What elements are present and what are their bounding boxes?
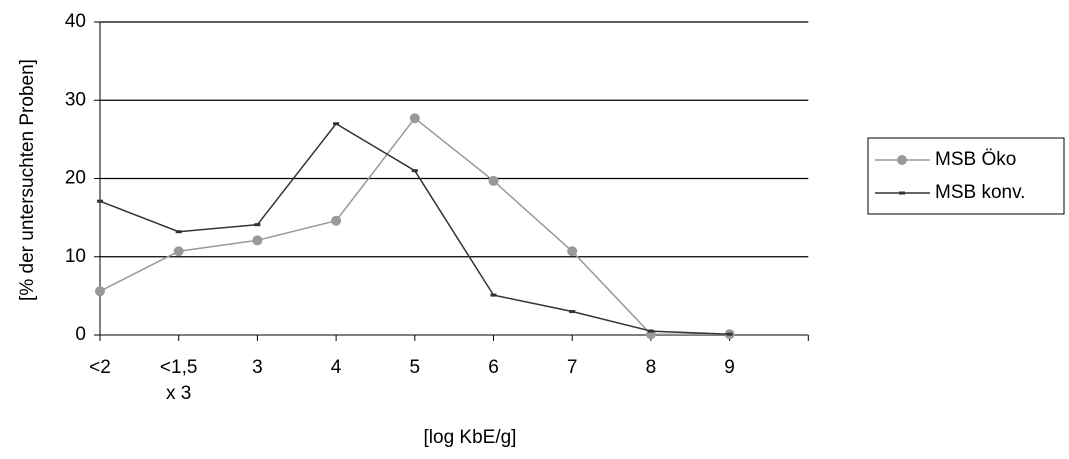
point [254,223,261,227]
x-tick-label: 8 [645,357,657,378]
x-tick-label: 5 [409,357,421,378]
series-line [99,117,730,335]
point [647,329,654,333]
y-axis-label: [% der untersuchten Proben] [17,59,38,301]
point [488,175,499,186]
x-axis-label: [log KbE/g] [424,427,517,448]
legend-label: MSB konv. [935,182,1025,203]
x-tick-label: 4 [330,357,342,378]
point [490,293,497,297]
x-tick-label: 3 [252,357,263,378]
series-line [99,122,730,335]
point [411,169,418,173]
legend-label: MSB Öko [935,149,1016,170]
point [173,246,184,257]
x-tick-label: <2 [89,357,111,378]
point [333,122,340,126]
legend-box [867,137,1065,215]
point [409,113,420,124]
point [567,246,578,257]
y-tick-label: 30 [65,89,86,110]
y-tick-label: 0 [75,324,86,345]
point [899,191,905,195]
point [331,215,342,226]
x-tick-label: <1,5 x 3 [159,357,198,404]
point [97,199,103,203]
x-tick-label: 7 [566,357,578,378]
point [726,332,733,336]
point [252,235,263,246]
x-tick-label: 9 [724,357,735,378]
y-tick-label: 10 [65,246,86,267]
point [95,286,105,297]
y-tick-label: 20 [65,168,86,189]
y-tick-label: 40 [65,11,86,32]
point [175,230,182,234]
point [569,310,576,314]
x-tick-label: 6 [488,357,499,378]
point [897,155,907,165]
